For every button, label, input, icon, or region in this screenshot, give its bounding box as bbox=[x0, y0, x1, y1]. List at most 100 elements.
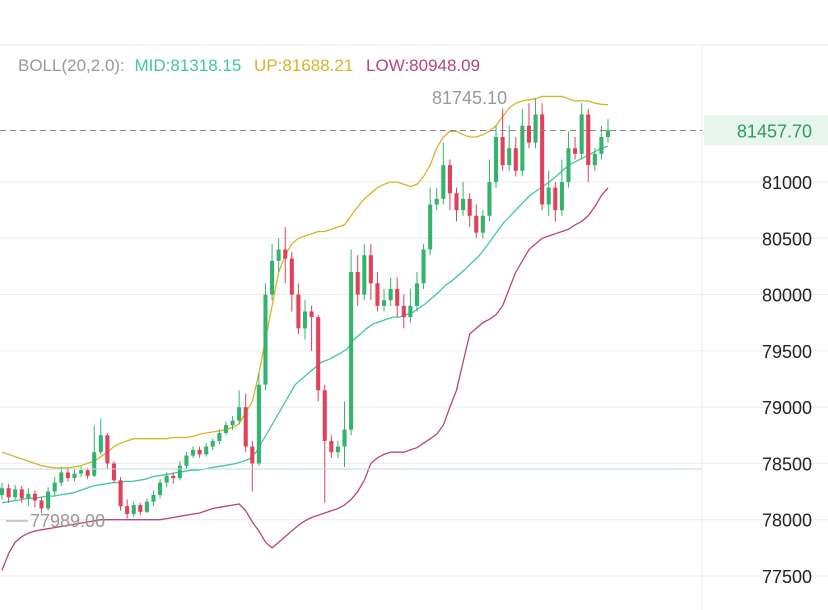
candle-body bbox=[19, 489, 24, 499]
candle-body bbox=[32, 493, 37, 501]
up-candle bbox=[59, 466, 64, 486]
candle-body bbox=[144, 501, 149, 512]
candle-body bbox=[79, 470, 84, 474]
candle-body bbox=[197, 449, 202, 455]
up-candle bbox=[507, 125, 512, 171]
down-candle bbox=[197, 446, 202, 458]
candle-body bbox=[382, 300, 387, 306]
candle-body bbox=[467, 198, 472, 216]
down-candle bbox=[513, 136, 518, 177]
up-candle bbox=[98, 418, 103, 455]
y-tick-label: 81000 bbox=[762, 173, 812, 193]
down-candle bbox=[171, 472, 176, 484]
current-price-label: 81457.70 bbox=[737, 121, 812, 141]
candle-body bbox=[92, 452, 97, 476]
up-candle bbox=[210, 438, 215, 450]
candle-body bbox=[487, 182, 492, 216]
up-candle bbox=[362, 243, 367, 301]
up-candle bbox=[408, 288, 413, 323]
candle-body bbox=[441, 165, 446, 199]
candle-body bbox=[586, 114, 591, 166]
y-tick-label: 80500 bbox=[762, 229, 812, 249]
y-tick-label: 77500 bbox=[762, 567, 812, 587]
up-candle bbox=[349, 249, 354, 436]
up-candle bbox=[441, 142, 446, 205]
up-candle bbox=[184, 452, 189, 470]
down-candle bbox=[118, 476, 123, 511]
candle-body bbox=[26, 493, 31, 499]
candle-body bbox=[105, 435, 110, 464]
candle-body bbox=[447, 165, 452, 194]
down-candle bbox=[19, 485, 24, 503]
candle-body bbox=[151, 494, 156, 502]
down-candle bbox=[6, 483, 11, 503]
candle-body bbox=[362, 255, 367, 295]
candle-body bbox=[573, 148, 578, 154]
down-candle bbox=[329, 435, 334, 458]
candle-body bbox=[283, 249, 288, 259]
up-candle bbox=[480, 210, 485, 239]
candle-body bbox=[592, 153, 597, 166]
y-axis: 77500 78000 78500 79000 79500 80000 80500 81000 bbox=[762, 173, 812, 587]
candle-body bbox=[131, 505, 136, 515]
up-candle bbox=[223, 421, 228, 436]
up-candle bbox=[414, 272, 420, 312]
up-candle bbox=[13, 484, 18, 501]
down-candle bbox=[401, 294, 406, 329]
candle-body bbox=[111, 463, 117, 481]
candle-body bbox=[217, 433, 222, 441]
up-candle bbox=[177, 461, 182, 481]
up-candle bbox=[388, 277, 393, 306]
candle-body bbox=[177, 465, 182, 479]
up-candle bbox=[46, 487, 51, 511]
down-candle bbox=[586, 108, 591, 182]
candle-body bbox=[368, 255, 373, 284]
candle-body bbox=[296, 294, 301, 329]
down-candle bbox=[322, 384, 327, 503]
candle-body bbox=[316, 317, 321, 391]
up-candle bbox=[579, 103, 584, 160]
candle-body bbox=[210, 440, 215, 447]
candle-body bbox=[243, 407, 248, 447]
candle-body bbox=[85, 470, 90, 476]
upper-band-line bbox=[1, 95, 609, 469]
candle-body bbox=[289, 258, 294, 295]
up-candle bbox=[559, 159, 564, 216]
down-candle bbox=[296, 283, 301, 334]
legend: BOLL(20,2.0): MID:81318.15 UP:81688.21 L… bbox=[18, 56, 480, 75]
candle-body bbox=[401, 305, 406, 318]
up-candle bbox=[605, 118, 611, 143]
down-candle bbox=[368, 243, 373, 301]
legend-up: UP:81688.21 bbox=[254, 56, 353, 75]
down-candle bbox=[540, 103, 545, 211]
up-candle bbox=[204, 443, 209, 457]
candle-body bbox=[223, 425, 228, 434]
up-candle bbox=[144, 498, 149, 513]
candle-body bbox=[349, 272, 354, 430]
up-candle bbox=[599, 125, 604, 160]
up-candle bbox=[487, 159, 492, 222]
down-candle bbox=[447, 159, 452, 211]
candle-body bbox=[507, 148, 512, 166]
candle-body bbox=[6, 488, 11, 498]
candle-body bbox=[480, 215, 485, 233]
candle-body bbox=[329, 440, 334, 453]
candle-body bbox=[98, 435, 103, 453]
legend-prefix: BOLL(20,2.0): bbox=[18, 56, 125, 75]
candle-body bbox=[493, 136, 499, 182]
y-tick-label: 80000 bbox=[762, 286, 812, 306]
candle-body bbox=[579, 114, 584, 154]
candle-body bbox=[533, 114, 538, 143]
up-candle bbox=[520, 108, 525, 177]
candle-body bbox=[302, 311, 308, 329]
candle-body bbox=[395, 288, 400, 306]
candle-body bbox=[204, 446, 209, 455]
y-tick-label: 78000 bbox=[762, 511, 812, 531]
candle-body bbox=[158, 482, 163, 495]
candle-body bbox=[171, 475, 176, 479]
candle-body bbox=[59, 472, 64, 483]
candle-body bbox=[520, 125, 525, 171]
candle-body bbox=[39, 500, 44, 509]
candle-body bbox=[65, 472, 70, 479]
